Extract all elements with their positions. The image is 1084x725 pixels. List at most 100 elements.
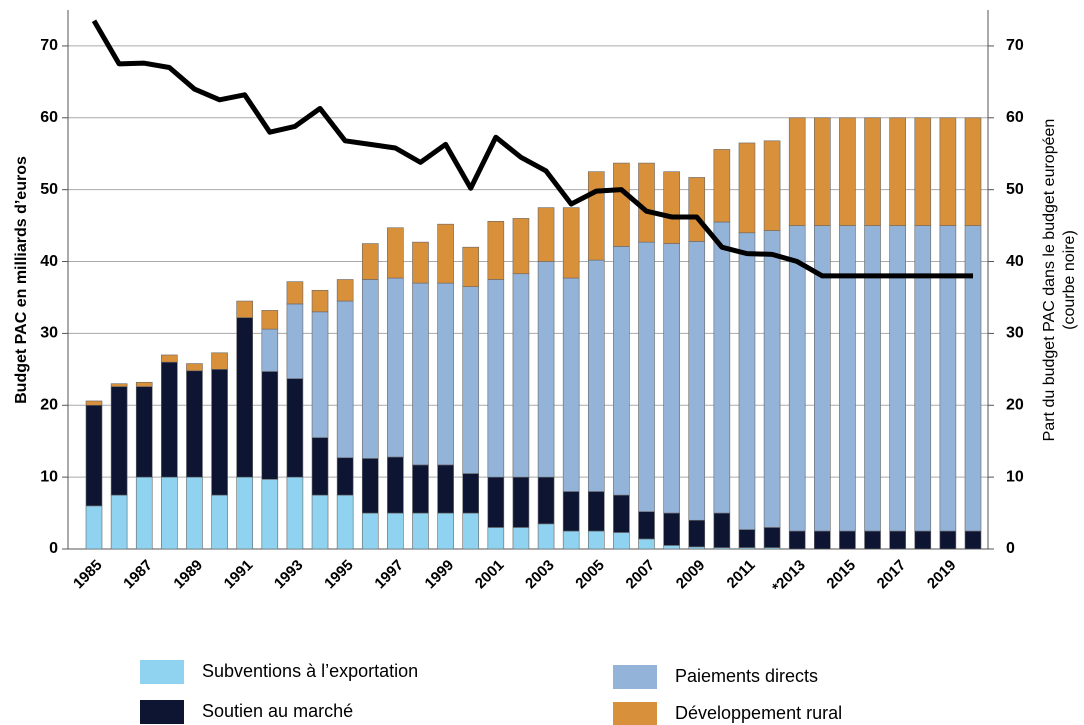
y2-tick-label: 10 xyxy=(1006,468,1024,485)
bar-segment xyxy=(110,386,128,496)
x-tick-label: 2017 xyxy=(874,557,910,593)
bar-segment xyxy=(587,259,605,492)
x-tick-label: 1989 xyxy=(170,557,206,593)
x-tick-label: *2013 xyxy=(769,557,809,597)
y2-tick-label: 60 xyxy=(1006,109,1024,126)
bar-segment xyxy=(462,473,480,514)
bar-segment xyxy=(663,545,680,550)
legend-label: Développement rural xyxy=(675,703,842,723)
bar-segment xyxy=(663,171,680,244)
bar-segment xyxy=(186,370,203,478)
bar-segment xyxy=(110,383,128,387)
legend-swatch xyxy=(140,700,184,724)
y2-tick-label: 40 xyxy=(1006,253,1024,270)
bar-segment xyxy=(135,381,153,387)
bar-segment xyxy=(889,530,906,550)
bar-segment xyxy=(135,476,153,550)
bar-segment xyxy=(286,476,304,550)
legend-label: Subventions à l’exportation xyxy=(202,661,418,681)
y2-axis-label: Part du budget PAC dans le budget europé… xyxy=(1041,119,1058,442)
share-line xyxy=(91,19,973,279)
bar-segment xyxy=(311,289,329,313)
y-tick-label: 70 xyxy=(40,37,58,54)
bar-segment xyxy=(387,227,404,279)
y2-tick-label: 30 xyxy=(1006,325,1024,342)
bar-segment xyxy=(412,282,429,466)
x-tick-label: 2001 xyxy=(472,557,508,593)
bar-segment xyxy=(638,241,655,512)
legend-swatch xyxy=(613,665,657,689)
bar-segment xyxy=(562,491,580,532)
bar-segment xyxy=(161,354,178,363)
bar-segment xyxy=(85,505,103,550)
bar-segment xyxy=(713,512,731,548)
y-tick-label: 30 xyxy=(40,325,58,342)
bar-segment xyxy=(135,386,153,478)
bar-segment xyxy=(939,225,957,532)
x-tick-label: 1995 xyxy=(321,557,357,593)
bar-segment xyxy=(311,494,329,550)
bar-segment xyxy=(562,530,580,550)
bar-segment xyxy=(236,300,253,318)
bar-segment xyxy=(587,491,605,532)
bar-segment xyxy=(613,162,630,247)
bar-segment xyxy=(336,300,354,459)
bar-segment xyxy=(713,221,731,514)
bar-segment xyxy=(462,286,480,474)
bar-segment xyxy=(412,241,429,284)
bar-segment xyxy=(512,218,530,275)
bar-segment xyxy=(964,530,982,550)
bar-segment xyxy=(512,527,530,550)
bar-segment xyxy=(211,352,228,370)
bar-segment xyxy=(864,117,881,226)
bar-segment xyxy=(939,530,957,550)
bar-segment xyxy=(713,149,731,223)
x-tick-label: 2007 xyxy=(623,557,659,593)
x-tick-label: 2011 xyxy=(724,557,759,592)
bar-segment xyxy=(286,303,304,379)
bar-segment xyxy=(361,512,379,550)
bar-segment xyxy=(537,523,555,550)
bar-segment xyxy=(336,494,354,550)
y2-tick-label: 50 xyxy=(1006,181,1024,198)
x-tick-label: 1987 xyxy=(120,557,156,593)
y-tick-label: 40 xyxy=(40,253,58,270)
bar-segment xyxy=(964,225,982,532)
legend-swatch xyxy=(140,660,184,684)
bar-segment xyxy=(286,378,304,478)
bar-segment xyxy=(537,261,555,478)
bar-segment xyxy=(487,476,505,528)
bar-segment xyxy=(487,220,505,280)
bar-segment xyxy=(361,279,379,459)
bar-segment xyxy=(387,512,404,550)
bar-segment xyxy=(487,527,505,550)
bar-segment xyxy=(763,140,781,231)
x-tick-label: 1997 xyxy=(371,557,407,593)
bar-segment xyxy=(537,476,555,525)
bar-segment xyxy=(587,171,605,261)
bar-segment xyxy=(186,476,203,550)
x-tick-label: 1999 xyxy=(422,557,458,593)
x-tick-label: 2005 xyxy=(572,557,608,593)
bar-segment xyxy=(161,476,178,550)
bar-segment xyxy=(889,117,906,226)
bar-segment xyxy=(85,400,103,406)
bar-segment xyxy=(964,117,982,226)
legend-swatch xyxy=(613,702,657,725)
bar-segment xyxy=(864,225,881,532)
y2-tick-label: 0 xyxy=(1006,540,1015,557)
bar-segment xyxy=(361,243,379,280)
bar-segment xyxy=(236,476,253,550)
bar-segment xyxy=(763,527,781,548)
bar-segment xyxy=(361,458,379,514)
bar-segment xyxy=(236,317,253,478)
bar-segment xyxy=(839,225,856,532)
bar-segment xyxy=(311,437,329,496)
x-tick-label: 1993 xyxy=(271,557,307,593)
bar-segment xyxy=(512,476,530,528)
bar-segment xyxy=(387,277,404,458)
bar-segment xyxy=(412,512,429,550)
bar-segment xyxy=(738,232,756,530)
bar-segment xyxy=(638,511,655,540)
bar-segment xyxy=(663,512,680,546)
